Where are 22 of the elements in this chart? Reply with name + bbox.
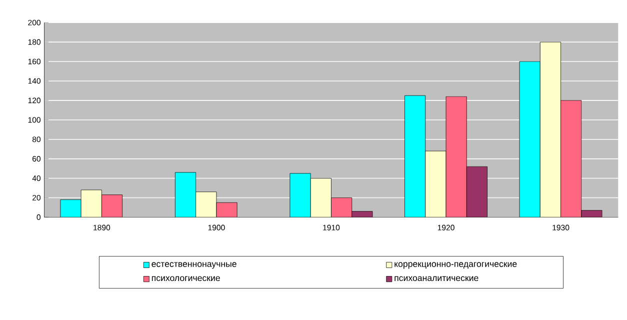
bar bbox=[352, 211, 372, 217]
bar bbox=[581, 210, 602, 217]
bar bbox=[540, 42, 561, 217]
bar bbox=[446, 96, 467, 217]
bar bbox=[81, 190, 102, 217]
legend-label: коррекционно-педагогические bbox=[394, 262, 517, 269]
bar bbox=[216, 202, 238, 217]
legend-label: психоаналитические bbox=[394, 276, 478, 281]
bar bbox=[404, 95, 426, 217]
bar bbox=[560, 100, 582, 217]
bar bbox=[519, 61, 540, 217]
bar bbox=[60, 199, 82, 217]
legend-label: естественнонаучные bbox=[152, 262, 236, 269]
bar bbox=[425, 150, 446, 217]
bar bbox=[290, 173, 311, 217]
bar bbox=[196, 192, 216, 217]
bar bbox=[102, 194, 122, 217]
bar bbox=[466, 166, 488, 217]
bar bbox=[175, 172, 196, 217]
bar bbox=[331, 198, 352, 217]
legend-label: психологические bbox=[152, 276, 220, 281]
bar bbox=[310, 178, 332, 217]
